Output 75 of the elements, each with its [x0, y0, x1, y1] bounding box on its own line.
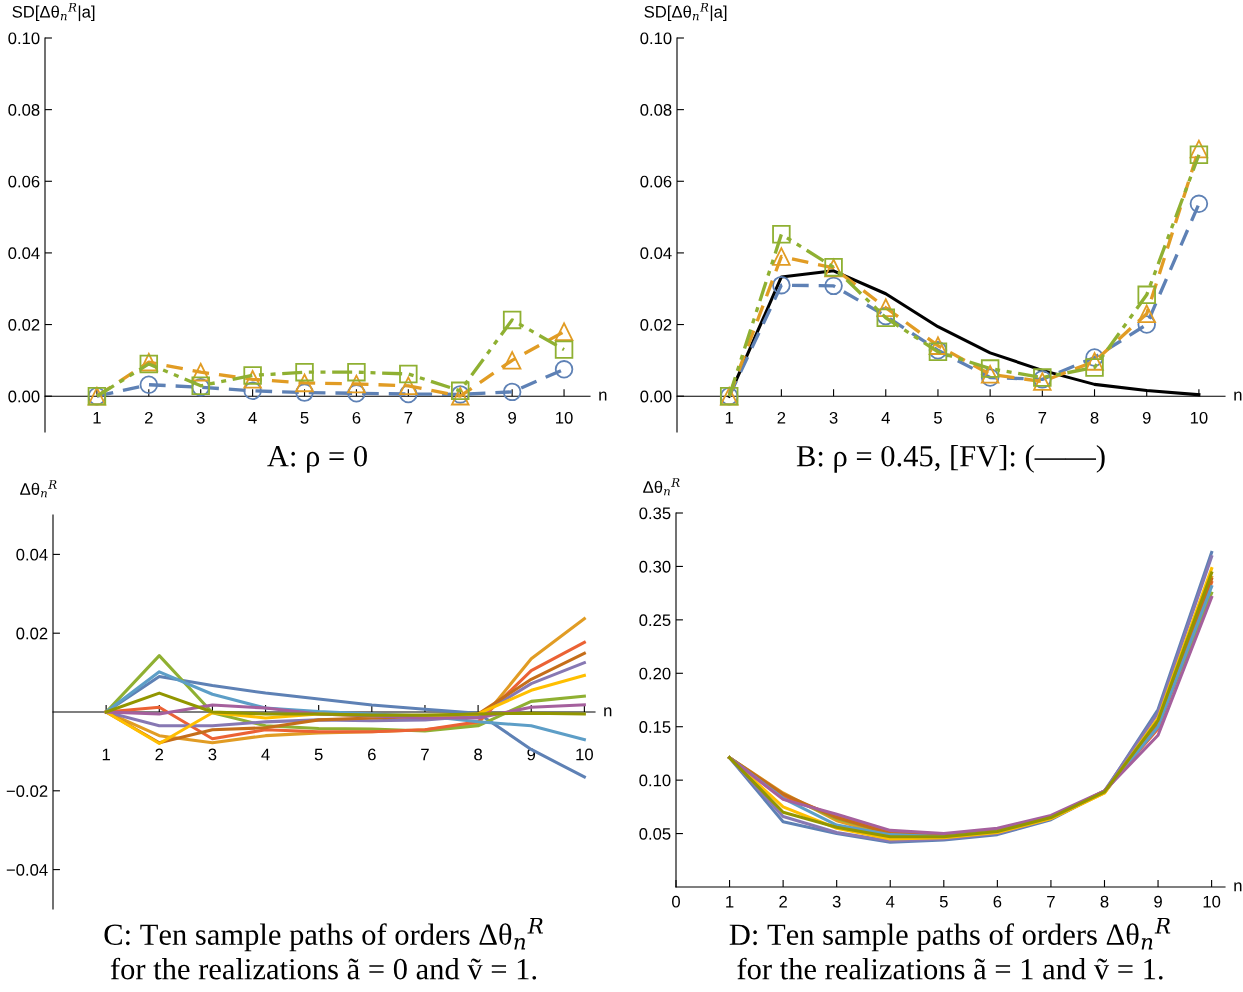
x-tick-label: 2 — [145, 411, 153, 424]
y-axis-title: SD[Δθ$_{n}$$^{R}$|a] — [12, 3, 95, 22]
y-tick-label: 0.10 — [640, 32, 672, 45]
x-tick-label: 4 — [261, 748, 270, 761]
x-axis-title: n — [1234, 882, 1242, 892]
y-tick-label: 0.08 — [8, 104, 40, 116]
x-tick-label: 4 — [248, 412, 257, 424]
x-axis-title: n — [599, 391, 607, 401]
x-axis-title: n — [1234, 391, 1242, 401]
x-tick-label: 10 — [1190, 411, 1208, 424]
y-tick-label: 0.35 — [639, 507, 671, 520]
y-axis-title: SD[Δθ$_{n}$$^{R}$|a] — [644, 3, 727, 22]
x-tick-label: 9 — [1154, 895, 1162, 908]
x-tick-label: 9 — [1142, 411, 1151, 424]
x-tick-label: 1 — [725, 412, 734, 424]
x-tick-label: 5 — [939, 895, 948, 908]
x-tick-label: 7 — [421, 748, 429, 761]
x-tick-label: 6 — [352, 411, 361, 424]
text: C: Ten sample paths of orders Δθ$_{n}$$^{R}$ for the realizations ã = 0 and ṽ = 1. — [104, 918, 544, 980]
y-tick-label: 0.08 — [640, 104, 672, 116]
x-tick-label: 1 — [726, 895, 734, 908]
x-tick-label: 4 — [881, 412, 890, 424]
x-tick-label: 3 — [832, 895, 841, 908]
x-tick-label: 10 — [576, 748, 593, 761]
x-tick-label: 6 — [993, 895, 1002, 908]
y-tick-label: −0.04 — [6, 864, 48, 876]
y-tick-label: 0.06 — [8, 175, 40, 188]
text: A: ρ = 0 — [267, 445, 367, 473]
x-tick-label: 8 — [1090, 411, 1099, 424]
x-tick-label: 5 — [300, 412, 309, 424]
y-tick-label: −0.02 — [6, 785, 48, 797]
x-tick-label: 10 — [556, 411, 573, 424]
x-tick-label: 4 — [885, 895, 895, 908]
x-tick-label: 8 — [1100, 895, 1109, 908]
y-tick-label: 0.05 — [639, 827, 671, 840]
y-tick-label: 0.02 — [16, 627, 48, 640]
y-axis-title: Δθ$_{n}$$^{R}$ — [643, 478, 680, 496]
x-tick-label: 1 — [93, 412, 101, 424]
y-tick-label: 0.04 — [8, 247, 40, 260]
y-tick-label: 0.06 — [640, 175, 672, 188]
x-axis-title: n — [604, 707, 612, 717]
x-tick-label: 7 — [1038, 412, 1047, 424]
x-tick-label: 6 — [368, 748, 376, 761]
x-tick-label: 2 — [779, 895, 787, 908]
x-tick-label: 5 — [933, 412, 942, 424]
y-tick-label: 0.15 — [639, 721, 671, 733]
y-tick-label: 0.10 — [8, 32, 40, 45]
x-tick-label: 1 — [102, 748, 110, 761]
x-tick-label: 2 — [777, 411, 786, 424]
x-tick-label: 5 — [314, 748, 323, 761]
y-tick-label: 0.20 — [639, 667, 671, 680]
x-tick-label: 7 — [1047, 895, 1055, 908]
y-axis-title: Δθ$_{n}$$^{R}$ — [20, 480, 57, 498]
y-tick-label: 0.00 — [640, 390, 672, 403]
x-tick-label: 10 — [1203, 895, 1221, 908]
x-tick-label: 3 — [829, 411, 838, 424]
y-tick-label: 0.04 — [16, 548, 48, 561]
x-tick-label: 7 — [404, 412, 413, 424]
x-tick-label: 0 — [672, 895, 680, 908]
text: D: Ten sample paths of orders Δθ$_{n}$$^{R}$ for the realizations ã = 1 and ṽ = 1. — [729, 918, 1171, 980]
y-tick-label: 0.00 — [8, 390, 40, 403]
y-tick-label: 0.04 — [640, 247, 672, 260]
x-tick-label: 3 — [196, 411, 205, 424]
x-tick-label: 9 — [508, 411, 516, 424]
y-tick-label: 0.02 — [640, 318, 672, 331]
x-tick-label: 6 — [986, 411, 995, 424]
x-tick-label: 2 — [155, 748, 164, 761]
y-tick-label: 0.10 — [639, 774, 671, 787]
y-tick-label: 0.30 — [639, 560, 671, 573]
x-tick-label: 8 — [474, 748, 483, 761]
y-tick-label: 0.25 — [639, 614, 671, 627]
text: B: ρ = 0.45, [FV]: (——) — [796, 445, 1105, 473]
x-tick-label: 3 — [208, 748, 217, 761]
x-tick-label: 8 — [456, 411, 465, 424]
y-tick-label: 0.02 — [8, 318, 40, 331]
